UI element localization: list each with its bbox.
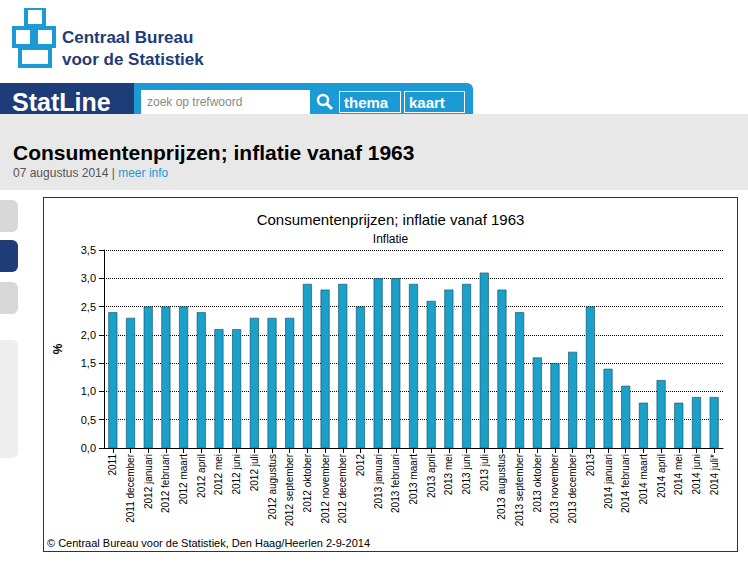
svg-text:%: %: [51, 343, 65, 354]
html-text:zoek op trefwoord: zoek op trefwoord: [147, 95, 243, 109]
svg-text:2013 december: 2013 december: [567, 453, 578, 523]
svg-text:2013 september: 2013 september: [514, 453, 525, 526]
html-text:Consumentenprijzen; inflatie v: Consumentenprijzen; inflatie vanaf 1963: [13, 141, 415, 164]
svg-text:2012 oktober: 2012 oktober: [302, 453, 313, 512]
svg-text:2014 mei: 2014 mei: [673, 454, 684, 495]
svg-text:2011: 2011: [107, 454, 118, 476]
svg-text:1,0: 1,0: [81, 385, 96, 397]
svg-text:2013 januari: 2013 januari: [373, 454, 384, 509]
svg-text:© Centraal Bureau voor de Stat: © Centraal Bureau voor de Statistiek, De…: [47, 537, 370, 549]
html-text:StatLine: StatLine: [12, 88, 111, 116]
svg-text:2014 februari: 2014 februari: [620, 454, 631, 513]
svg-text:3,5: 3,5: [81, 244, 96, 256]
svg-text:2012: 2012: [355, 454, 366, 477]
svg-text:2,5: 2,5: [81, 301, 96, 313]
svg-text:2012 september: 2012 september: [284, 453, 295, 526]
svg-text:2012 januari: 2012 januari: [143, 454, 154, 509]
svg-text:2013 mei: 2013 mei: [443, 454, 454, 495]
svg-text:2012 juni: 2012 juni: [231, 454, 242, 495]
svg-text:0,5: 0,5: [81, 414, 96, 426]
svg-text:2013 februari: 2013 februari: [390, 454, 401, 513]
svg-text:2014 april: 2014 april: [656, 454, 667, 498]
svg-text:2,0: 2,0: [81, 329, 96, 341]
svg-text:2013 maart: 2013 maart: [408, 454, 419, 505]
svg-text:2011 december: 2011 december: [125, 453, 136, 522]
html-text:Centraal Bureau: Centraal Bureau: [62, 28, 194, 47]
svg-text:1,5: 1,5: [81, 357, 96, 369]
svg-text:2013 november: 2013 november: [549, 453, 560, 523]
svg-text:2013 oktober: 2013 oktober: [532, 453, 543, 512]
svg-text:2012 mei: 2012 mei: [213, 454, 224, 495]
svg-text:2013 april: 2013 april: [426, 454, 437, 498]
html-text:kaart: kaart: [409, 94, 445, 111]
svg-text:2012 december: 2012 december: [337, 453, 348, 523]
svg-text:2012 november: 2012 november: [320, 453, 331, 523]
svg-text:0,0: 0,0: [81, 442, 96, 454]
svg-text:2012 juli: 2012 juli: [249, 454, 260, 491]
svg-text:Inflatie: Inflatie: [373, 232, 409, 246]
svg-text:3,0: 3,0: [81, 272, 96, 284]
svg-text:2013 augustus: 2013 augustus: [496, 454, 507, 520]
svg-text:2014 maart: 2014 maart: [638, 454, 649, 505]
svg-text:2014 juli*: 2014 juli*: [709, 454, 720, 495]
svg-text:2014 juni: 2014 juni: [691, 454, 702, 495]
svg-text:2013 juni: 2013 juni: [461, 454, 472, 495]
svg-text:Consumentenprijzen; inflatie v: Consumentenprijzen; inflatie vanaf 1963: [257, 211, 525, 228]
svg-text:2012 april: 2012 april: [196, 454, 207, 498]
svg-text:2012 maart: 2012 maart: [178, 454, 189, 505]
svg-text:2013: 2013: [585, 454, 596, 477]
html-text:07 augustus 2014 | meer info: 07 augustus 2014 | meer info: [13, 166, 169, 180]
html-text:voor de Statistiek: voor de Statistiek: [62, 50, 204, 69]
svg-text:2012 februari: 2012 februari: [160, 454, 171, 513]
svg-text:2013 juli: 2013 juli: [479, 454, 490, 491]
svg-text:2014 januari: 2014 januari: [603, 454, 614, 509]
svg-text:2012 augustus: 2012 augustus: [267, 454, 278, 520]
html-text:thema: thema: [344, 94, 389, 111]
